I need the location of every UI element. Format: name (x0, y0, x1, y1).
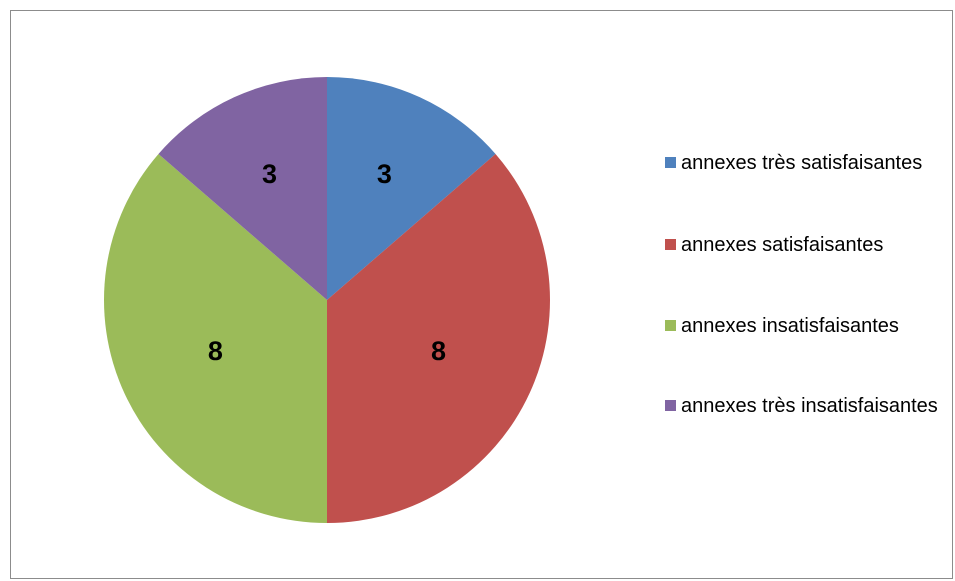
slice-satisfaisantes (327, 153, 551, 523)
slice-tres-insatisfaisantes (158, 77, 327, 300)
pie-data-labels: 3 8 8 3 (208, 159, 446, 366)
data-label: 3 (262, 159, 277, 189)
legend-swatch (665, 320, 676, 331)
legend-swatch (665, 400, 676, 411)
legend-label: annexes insatisfaisantes (681, 315, 899, 337)
data-label: 3 (377, 159, 392, 189)
pie-slices (103, 77, 551, 523)
legend-item-tres-satisfaisantes: annexes très satisfaisantes (665, 150, 951, 179)
data-label: 8 (208, 336, 223, 366)
legend-item-tres-insatisfaisantes: annexes très insatisfaisantes (665, 393, 951, 422)
slice-tres-satisfaisantes (327, 77, 496, 300)
legend-label: annexes satisfaisantes (681, 234, 884, 256)
data-label: 8 (431, 336, 446, 366)
legend-item-insatisfaisantes: annexes insatisfaisantes (665, 313, 951, 342)
legend-label: annexes très satisfaisantes (681, 152, 923, 174)
legend-swatch (665, 239, 676, 250)
legend-swatch (665, 157, 676, 168)
slice-insatisfaisantes (103, 153, 327, 523)
legend-label: annexes très insatisfaisantes (681, 395, 938, 417)
legend-item-satisfaisantes: annexes satisfaisantes (665, 232, 951, 261)
